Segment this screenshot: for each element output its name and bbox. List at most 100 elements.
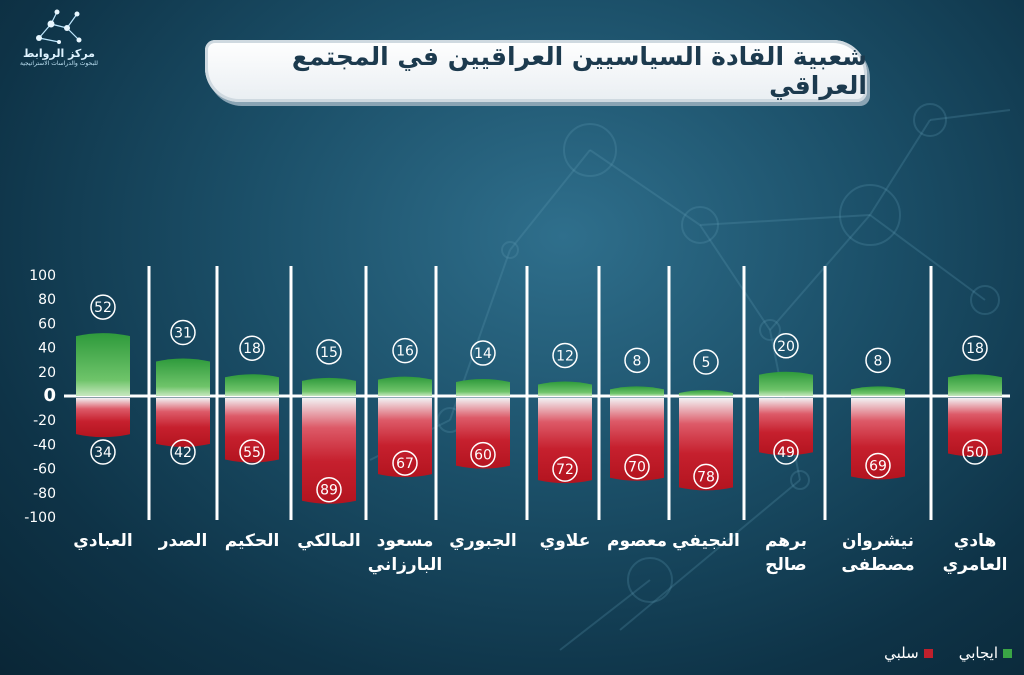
y-tick-label: -100: [24, 510, 56, 526]
negative-value-badge: [470, 441, 496, 468]
category-label: هادي: [954, 531, 996, 551]
negative-value-badge: [693, 463, 719, 490]
positive-value-badge: [316, 339, 342, 365]
negative-bar: [948, 398, 1002, 457]
positive-bar: [156, 358, 210, 396]
y-tick-label: -80: [33, 486, 56, 502]
negative-bar: [610, 398, 664, 481]
negative-bar: [302, 398, 356, 504]
positive-bar: [302, 377, 356, 396]
category-label: البارزاني: [368, 555, 443, 575]
negative-value-label: 50: [966, 445, 984, 461]
negative-value-badge: [170, 439, 196, 465]
category-label: المالكي: [297, 531, 360, 551]
negative-bar: [759, 398, 813, 456]
chart-title-box: شعبية القادة السياسيين العراقيين في المج…: [205, 40, 867, 102]
negative-value-badge: [392, 450, 418, 476]
negative-value-label: 70: [628, 460, 646, 476]
negative-bar: [538, 398, 592, 484]
negative-bar: [679, 398, 733, 491]
negative-value-label: 89: [320, 483, 338, 499]
legend-item-positive: ايجابي: [959, 644, 1012, 662]
negative-value-label: 42: [174, 445, 192, 461]
y-tick-label: 40: [38, 341, 56, 357]
negative-value-badge: [90, 439, 116, 465]
category-label: نيشروان: [842, 531, 914, 551]
positive-bar: [456, 379, 510, 396]
positive-value-badge: [773, 333, 799, 359]
negative-value-label: 55: [243, 445, 261, 461]
category-label: معصوم: [607, 531, 667, 551]
y-tick-label: -20: [33, 413, 56, 429]
positive-bar: [538, 381, 592, 396]
positive-value-label: 18: [243, 341, 261, 357]
legend: ايجابي سلبي: [884, 644, 1012, 662]
positive-bar: [378, 376, 432, 396]
category-label: العبادي: [73, 531, 132, 551]
positive-bar: [610, 386, 664, 396]
chart-title: شعبية القادة السياسيين العراقيين في المج…: [291, 42, 867, 100]
positive-value-badge: [239, 335, 265, 361]
legend-label-negative: سلبي: [884, 644, 919, 662]
negative-value-badge: [773, 439, 799, 465]
category-label: الحكيم: [225, 531, 280, 551]
negative-bar: [456, 398, 510, 469]
positive-value-label: 12: [556, 348, 574, 364]
category-label: علاوي: [540, 531, 591, 551]
negative-value-label: 72: [556, 462, 574, 478]
y-tick-label: -60: [33, 462, 56, 478]
category-label: مسعود: [377, 531, 434, 551]
negative-value-label: 34: [94, 445, 112, 461]
logo: مركز الروابط للبحوث والدراسات الاستراتيج…: [14, 6, 104, 76]
positive-value-label: 14: [474, 346, 492, 362]
category-label: الجبوري: [449, 531, 516, 551]
positive-value-label: 31: [174, 325, 192, 341]
positive-value-badge: [470, 340, 496, 366]
y-tick-label: -40: [33, 437, 56, 453]
category-label: مصطفى: [841, 555, 914, 575]
negative-bar: [378, 398, 432, 478]
positive-bar: [679, 389, 733, 396]
positive-value-badge: [693, 349, 719, 375]
positive-value-label: 52: [94, 300, 112, 316]
legend-swatch-negative: [923, 648, 933, 658]
logo-subtitle: للبحوث والدراسات الاستراتيجية: [20, 60, 98, 67]
y-tick-label: 20: [38, 365, 56, 381]
negative-bar: [851, 398, 905, 480]
positive-bar: [76, 333, 130, 396]
positive-value-label: 5: [702, 355, 711, 371]
positive-bar: [225, 374, 279, 396]
negative-value-label: 49: [777, 445, 795, 461]
negative-bar: [76, 398, 130, 438]
legend-item-negative: سلبي: [884, 644, 933, 662]
negative-value-badge: [865, 452, 891, 479]
logo-network-icon: [36, 9, 82, 44]
negative-value-label: 78: [697, 469, 715, 485]
logo-name: مركز الروابط: [23, 47, 95, 60]
legend-label-positive: ايجابي: [958, 644, 998, 662]
y-tick-label: 80: [38, 292, 56, 308]
positive-value-badge: [170, 319, 196, 346]
positive-value-label: 8: [874, 353, 883, 369]
positive-value-label: 18: [966, 341, 984, 357]
y-tick-label: 60: [38, 316, 56, 332]
negative-value-badge: [239, 439, 265, 465]
positive-value-badge: [865, 347, 891, 374]
positive-bar: [759, 371, 813, 396]
positive-bar: [948, 374, 1002, 396]
y-tick-label: 100: [29, 268, 56, 284]
positive-bar: [851, 386, 905, 396]
negative-value-badge: [962, 439, 988, 465]
negative-value-label: 69: [869, 458, 887, 474]
positive-value-badge: [552, 342, 578, 369]
positive-value-badge: [90, 294, 116, 320]
negative-value-badge: [624, 453, 650, 480]
negative-value-label: 60: [474, 448, 492, 464]
legend-swatch-positive: [1003, 648, 1012, 658]
positive-value-label: 15: [320, 345, 338, 361]
negative-value-badge: [552, 456, 578, 482]
positive-value-label: 20: [777, 339, 795, 355]
y-tick-label: 0: [43, 385, 56, 406]
positive-value-label: 16: [396, 344, 414, 360]
